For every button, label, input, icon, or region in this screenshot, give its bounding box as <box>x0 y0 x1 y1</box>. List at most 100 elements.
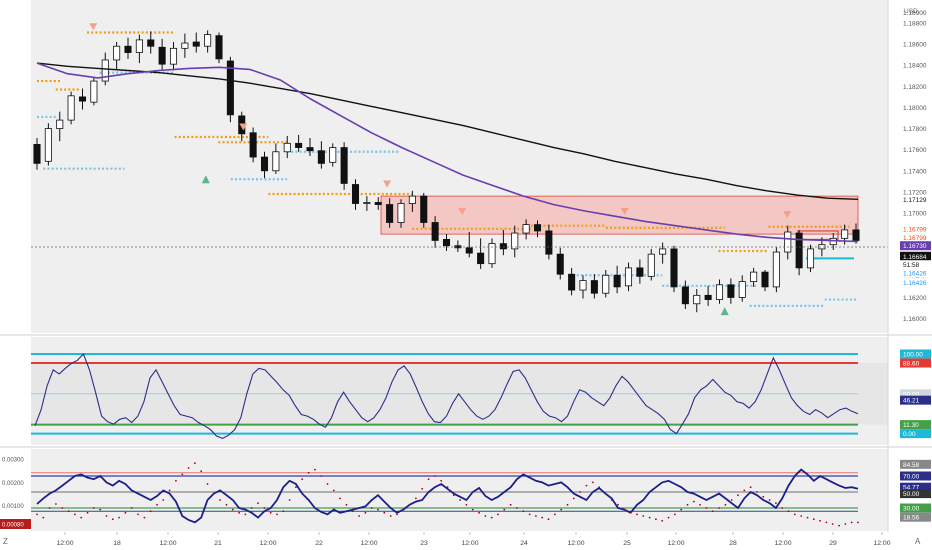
dotted-signal-point <box>598 486 600 489</box>
time-axis[interactable] <box>0 532 932 550</box>
moving-average-lines <box>36 62 859 243</box>
candle-body <box>465 247 473 254</box>
dotted-signal-point <box>509 503 512 506</box>
time-tick-label: 12:00 <box>873 540 890 547</box>
candle-body <box>511 232 519 250</box>
candle-body <box>818 244 826 250</box>
dotted-signal-point <box>857 521 859 524</box>
dotted-signal-point <box>307 471 310 474</box>
time-tick-label: 25 <box>623 540 631 547</box>
time-tick-label: 12:00 <box>56 540 73 547</box>
price-tag-label: 1.16799 <box>903 235 927 242</box>
dotted-signal-point <box>370 507 373 509</box>
dotted-signal-point <box>168 489 171 492</box>
candle-body <box>215 35 223 60</box>
dotted-signal-point <box>181 473 184 476</box>
candle-body <box>169 47 178 65</box>
candle-body <box>340 147 348 184</box>
dotted-signal-point <box>730 499 733 501</box>
candle-body <box>806 248 815 269</box>
dotted-signal-point <box>503 508 506 511</box>
candle-body <box>488 243 496 265</box>
candle-body <box>295 142 303 148</box>
candle-body <box>33 143 41 164</box>
left-value-tag-box <box>0 519 31 529</box>
slow-moving-average <box>36 62 859 200</box>
dotted-signal-point <box>800 515 803 517</box>
candle-body <box>477 252 485 265</box>
dotted-signal-point <box>124 511 127 514</box>
dotted-signal-point <box>465 503 468 506</box>
dotted-signal-point <box>749 486 752 489</box>
dotted-signal-point <box>516 507 518 509</box>
price-tag-label: 1.16799 <box>903 226 927 233</box>
price-tag-box <box>900 194 931 204</box>
price-tick-label: 1.16000 <box>903 316 927 323</box>
candle-body <box>204 34 212 47</box>
time-tick-label: 28 <box>729 540 737 547</box>
price-tick-label: 1.16200 <box>903 295 927 302</box>
oscillator-tag-label: 46.21 <box>903 398 920 405</box>
candlestick-series <box>33 30 860 313</box>
candle-body <box>636 267 644 277</box>
dotted-signal-point <box>844 523 847 525</box>
dotted-signal-point <box>244 513 247 516</box>
secondary-tag-label: 30.00 <box>903 506 920 513</box>
oscillator-tag-box <box>900 358 931 368</box>
dotted-signal-point <box>831 523 834 525</box>
dotted-signal-point <box>55 503 57 505</box>
oscillator-tag-box <box>900 395 931 405</box>
time-tick-label: 18 <box>113 540 121 547</box>
auto-scale-button[interactable]: A <box>915 537 921 546</box>
timezone-button[interactable]: Z <box>3 537 8 546</box>
dotted-signal-point <box>219 499 222 501</box>
dotted-signal-point <box>149 510 152 513</box>
secondary-tag-box <box>900 503 931 513</box>
candle-body <box>363 202 371 204</box>
dotted-signal-point <box>440 479 443 482</box>
buy-signal-marker <box>201 175 210 184</box>
dotted-signal-point <box>705 507 708 509</box>
time-tick-label: 24 <box>520 540 528 547</box>
dotted-signal-point <box>838 524 840 527</box>
price-tag-label: 1.16684 <box>903 254 927 261</box>
secondary-tag-label: 50.00 <box>903 491 920 498</box>
oscillator-tag-box <box>900 349 931 359</box>
dotted-signal-point <box>787 510 790 513</box>
candle-body <box>56 119 64 129</box>
dotted-signal-point <box>231 508 234 511</box>
dotted-signal-point <box>686 503 689 506</box>
dotted-signal-point <box>80 516 83 519</box>
dotted-signal-point <box>61 507 64 509</box>
time-tick-label: 23 <box>420 540 428 547</box>
dotted-signal-point <box>408 503 411 506</box>
dotted-signal-point <box>339 497 341 500</box>
dotted-signal-point <box>737 494 739 497</box>
dotted-signal-point <box>452 494 455 497</box>
candle-body <box>374 202 382 205</box>
oscillator-line <box>34 352 859 440</box>
time-tick-label: 21 <box>214 540 222 547</box>
dotted-signal-point <box>288 499 291 501</box>
candle-body <box>192 41 200 47</box>
dotted-signal-point <box>699 503 701 506</box>
dotted-signal-point <box>446 486 449 489</box>
time-tick-label: 29 <box>829 540 837 547</box>
price-scale[interactable]: 1.18900 1.18800 1.18600 1.18400 1.18200 1.180… <box>900 10 931 323</box>
secondary-oscillator-pane[interactable] <box>31 449 888 531</box>
dotted-signal-point <box>225 503 228 506</box>
dotted-signal-point <box>111 518 114 521</box>
candle-body <box>442 238 451 247</box>
candle-body <box>693 294 701 305</box>
oscillator-tag-label: 0.00 <box>903 431 916 438</box>
dotted-signal-point <box>566 503 569 506</box>
candle-body <box>260 156 269 172</box>
price-tick-label: 1.18400 <box>903 63 927 70</box>
dotted-signal-point <box>320 475 323 477</box>
fast-moving-average <box>36 62 859 243</box>
candle-body <box>124 45 132 53</box>
dotted-signal-point <box>623 508 626 511</box>
